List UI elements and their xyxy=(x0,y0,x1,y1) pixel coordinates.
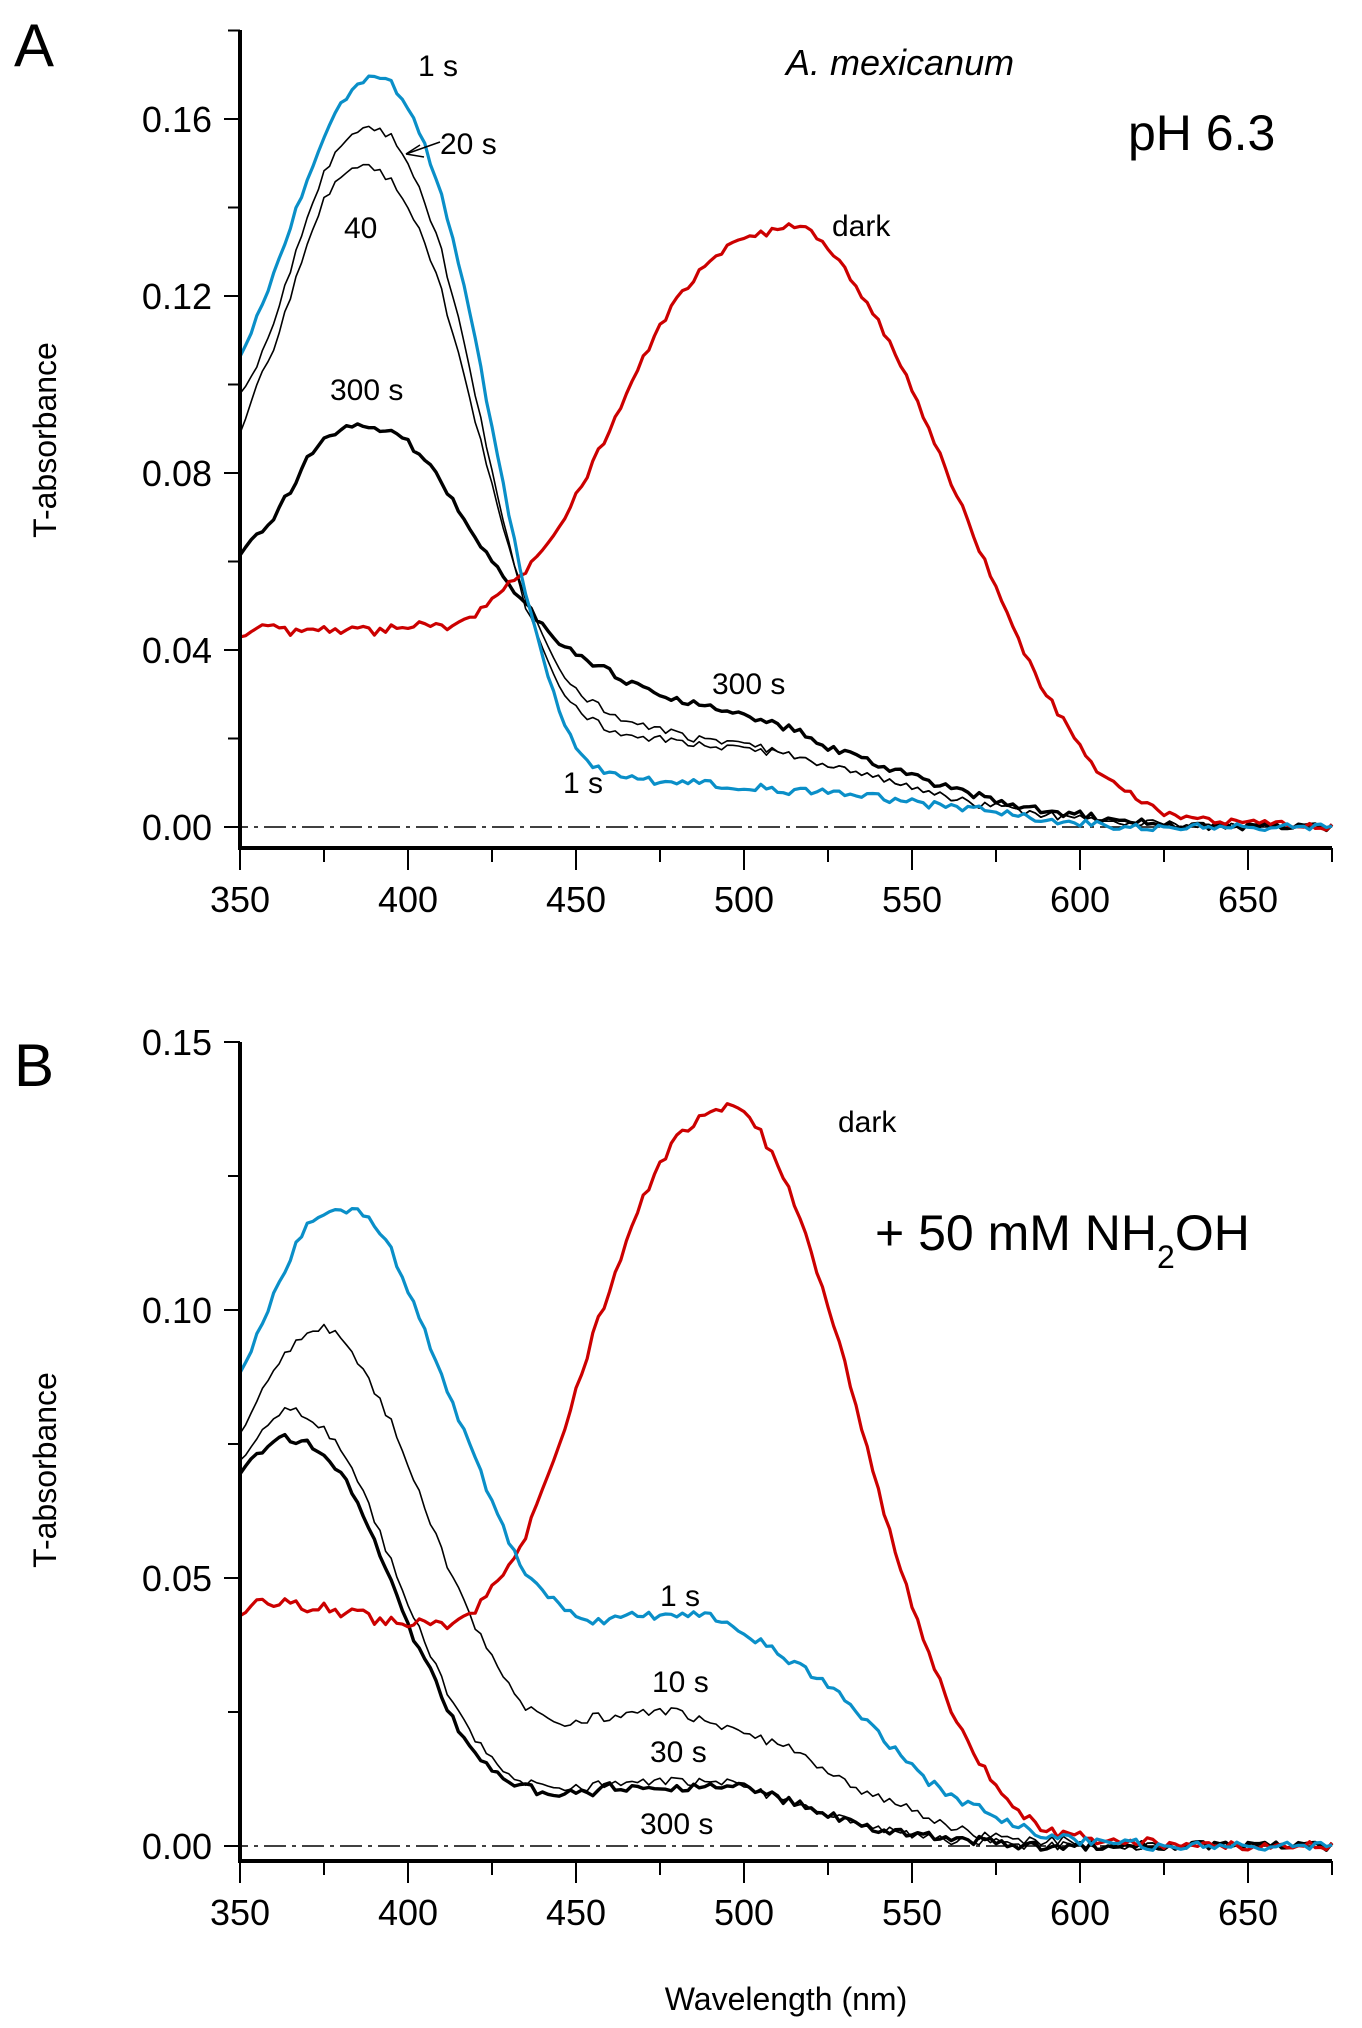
x-ticks-b: 350 400 450 500 550 600 650 xyxy=(210,1861,1333,1933)
y-axis-title-b: T-absorbance xyxy=(27,1372,63,1568)
x-tick-label: 500 xyxy=(714,879,774,920)
curve-label-a-20s: 20 s xyxy=(440,128,497,161)
series-group-b xyxy=(238,1102,1334,1852)
x-tick-label: 350 xyxy=(210,879,270,920)
y-tick-label: 0.00 xyxy=(142,807,212,848)
curve-label-a-dark: dark xyxy=(832,210,891,243)
nh2oh-subscript: 2 xyxy=(1157,1239,1175,1275)
y-ticks-b: 0.00 0.05 0.10 0.15 xyxy=(142,1022,240,1867)
x-tick-label: 550 xyxy=(882,1892,942,1933)
ph-annotation: pH 6.3 xyxy=(1128,105,1275,161)
series-line-1-s xyxy=(238,74,1333,833)
nh2oh-tail: OH xyxy=(1175,1205,1250,1261)
curve-label-a-1s-bottom: 1 s xyxy=(563,767,603,800)
curve-label-a-40: 40 xyxy=(344,212,377,245)
nh2oh-main: + 50 mM NH xyxy=(875,1205,1157,1261)
y-tick-label: 0.12 xyxy=(142,276,212,317)
x-tick-label: 600 xyxy=(1050,879,1110,920)
curve-label-a-1s-top: 1 s xyxy=(418,50,458,83)
y-ticks-a: 0.00 0.04 0.08 0.12 0.16 xyxy=(142,29,240,848)
x-tick-label: 650 xyxy=(1218,879,1278,920)
x-tick-label: 500 xyxy=(714,1892,774,1933)
series-line-30-s xyxy=(239,1406,1333,1851)
x-tick-label: 400 xyxy=(378,1892,438,1933)
series-line-300-s xyxy=(238,1432,1334,1852)
x-tick-label: 350 xyxy=(210,1892,270,1933)
x-tick-label: 650 xyxy=(1218,1892,1278,1933)
curve-label-b-10s: 10 s xyxy=(652,1666,709,1699)
y-tick-label: 0.10 xyxy=(142,1290,212,1331)
y-tick-label: 0.16 xyxy=(142,99,212,140)
panel-letter-b: B xyxy=(14,1032,54,1099)
series-line-1-s xyxy=(238,1207,1333,1852)
y-tick-label: 0.05 xyxy=(142,1558,212,1599)
x-tick-label: 450 xyxy=(546,879,606,920)
x-tick-label: 450 xyxy=(546,1892,606,1933)
series-group-a xyxy=(238,74,1334,833)
x-ticks-a: 350 400 450 500 550 600 650 xyxy=(210,848,1333,920)
series-line-dark xyxy=(239,222,1334,832)
x-tick-label: 600 xyxy=(1050,1892,1110,1933)
y-axis-title-a: T-absorbance xyxy=(27,342,63,538)
y-tick-label: 0.04 xyxy=(142,630,212,671)
x-tick-label: 400 xyxy=(378,879,438,920)
arrow-20s xyxy=(405,141,441,158)
series-line-40-s xyxy=(239,163,1333,831)
species-annotation: A. mexicanum xyxy=(784,42,1014,83)
series-line-dark xyxy=(239,1102,1334,1852)
y-tick-label: 0.08 xyxy=(142,453,212,494)
series-line-10-s xyxy=(239,1323,1333,1851)
y-tick-label: 0.00 xyxy=(142,1826,212,1867)
curve-label-b-300s: 300 s xyxy=(640,1808,713,1841)
nh2oh-annotation: + 50 mM NH2OH xyxy=(875,1205,1250,1275)
panel-letter-a: A xyxy=(14,12,54,79)
panel-b: B T-absorbance 0.00 0.05 0.10 0.15 350 400 45… xyxy=(14,1022,1334,2017)
x-axis-title: Wavelength (nm) xyxy=(665,1981,907,2017)
series-line-300-s xyxy=(238,422,1334,833)
curve-label-b-1s: 1 s xyxy=(660,1580,700,1613)
y-tick-label: 0.15 xyxy=(142,1022,212,1063)
curve-label-b-dark: dark xyxy=(838,1106,897,1139)
curve-label-a-300s-left: 300 s xyxy=(330,374,403,407)
x-tick-label: 550 xyxy=(882,879,942,920)
curve-label-a-300s-right: 300 s xyxy=(712,668,785,701)
panel-a: A T-absorbance 0.00 0.04 0.08 0.12 0.16 350 4… xyxy=(14,12,1334,920)
curve-label-b-30s: 30 s xyxy=(650,1736,707,1769)
series-line-20-s xyxy=(239,125,1333,831)
